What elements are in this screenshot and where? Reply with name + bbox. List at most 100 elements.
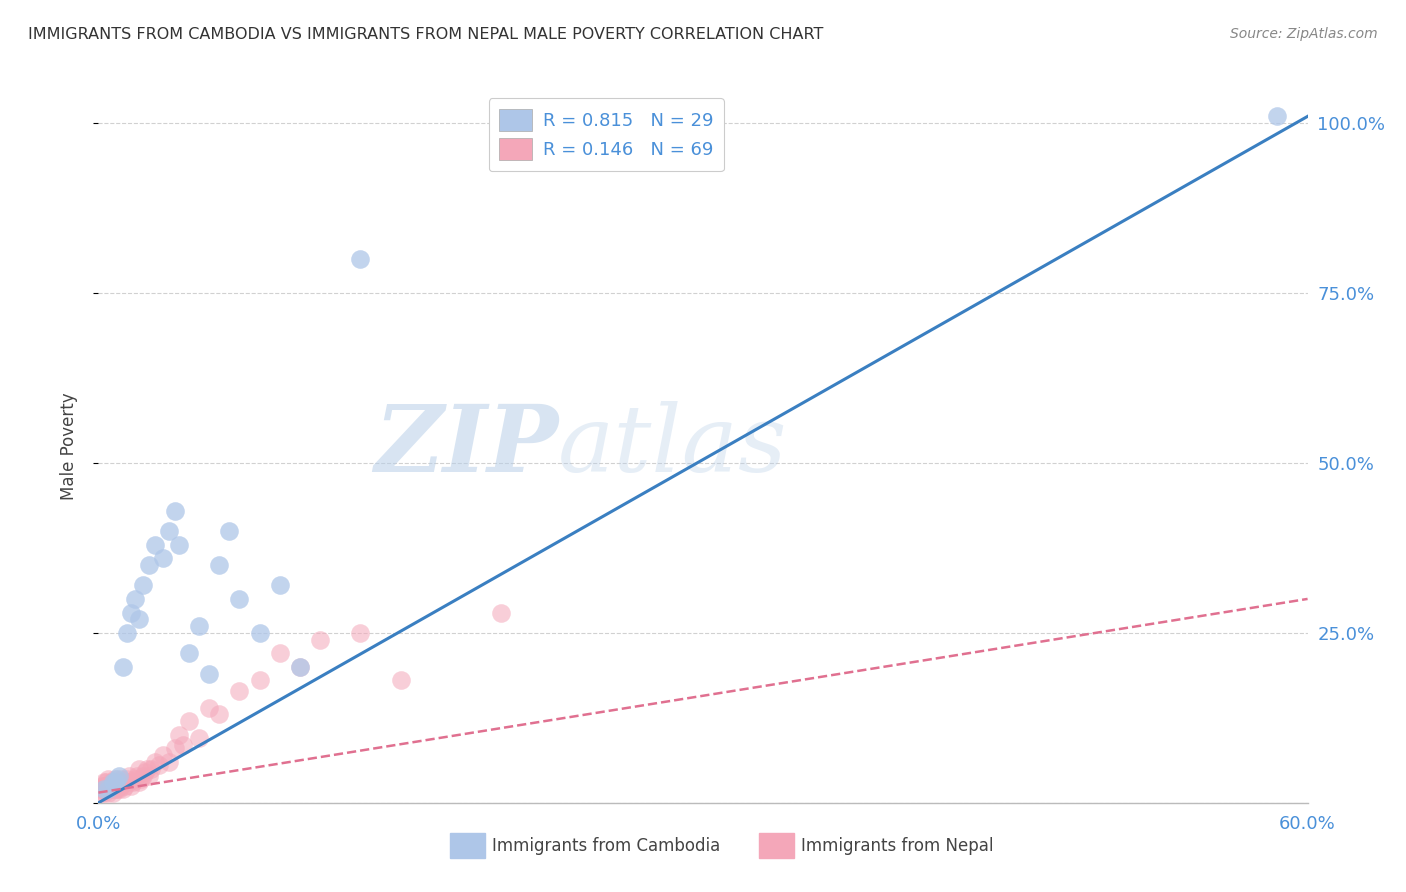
Point bbox=[249, 626, 271, 640]
Point bbox=[129, 772, 152, 786]
Point bbox=[91, 782, 114, 797]
Point bbox=[179, 714, 201, 729]
Point bbox=[288, 660, 311, 674]
Point bbox=[103, 772, 125, 786]
Point bbox=[163, 741, 186, 756]
Point bbox=[128, 612, 150, 626]
Point bbox=[107, 769, 129, 783]
Point bbox=[121, 775, 143, 789]
Point bbox=[167, 728, 190, 742]
Point bbox=[132, 578, 155, 592]
Point bbox=[118, 775, 141, 789]
Point bbox=[198, 666, 221, 681]
Point bbox=[135, 762, 157, 776]
Point bbox=[269, 578, 291, 592]
Point bbox=[120, 606, 142, 620]
Point bbox=[218, 524, 240, 538]
Point bbox=[157, 755, 180, 769]
Point bbox=[107, 782, 129, 797]
Text: ZIP: ZIP bbox=[374, 401, 558, 491]
Point bbox=[208, 707, 231, 722]
Text: Immigrants from Nepal: Immigrants from Nepal bbox=[801, 837, 994, 855]
Text: IMMIGRANTS FROM CAMBODIA VS IMMIGRANTS FROM NEPAL MALE POVERTY CORRELATION CHART: IMMIGRANTS FROM CAMBODIA VS IMMIGRANTS F… bbox=[28, 27, 824, 42]
Point bbox=[111, 660, 134, 674]
Point bbox=[110, 772, 132, 786]
Point bbox=[97, 782, 120, 797]
Point bbox=[139, 762, 162, 776]
Legend: R = 0.815   N = 29, R = 0.146   N = 69: R = 0.815 N = 29, R = 0.146 N = 69 bbox=[488, 98, 724, 171]
Point bbox=[157, 524, 180, 538]
Point bbox=[134, 765, 156, 780]
Point bbox=[132, 769, 155, 783]
Point bbox=[269, 646, 291, 660]
Point bbox=[91, 786, 114, 800]
Point bbox=[143, 755, 166, 769]
Point bbox=[288, 660, 311, 674]
Point bbox=[208, 558, 231, 572]
Point bbox=[93, 775, 115, 789]
Point bbox=[97, 779, 120, 793]
Point bbox=[128, 775, 150, 789]
Point bbox=[163, 503, 186, 517]
Point bbox=[100, 779, 122, 793]
Text: atlas: atlas bbox=[558, 401, 787, 491]
Point bbox=[97, 772, 120, 786]
Point bbox=[349, 252, 371, 266]
Point bbox=[100, 775, 122, 789]
Y-axis label: Male Poverty: Male Poverty bbox=[59, 392, 77, 500]
Point bbox=[179, 646, 201, 660]
Point bbox=[115, 626, 138, 640]
Point bbox=[124, 772, 146, 786]
Text: Source: ZipAtlas.com: Source: ZipAtlas.com bbox=[1230, 27, 1378, 41]
Point bbox=[96, 782, 118, 797]
Point bbox=[228, 683, 250, 698]
Point bbox=[349, 626, 371, 640]
Point bbox=[124, 591, 146, 606]
Point bbox=[309, 632, 332, 647]
Text: Immigrants from Cambodia: Immigrants from Cambodia bbox=[492, 837, 720, 855]
Point bbox=[97, 786, 120, 800]
Point bbox=[120, 779, 142, 793]
Point bbox=[101, 779, 124, 793]
Point bbox=[167, 537, 190, 551]
Point bbox=[152, 551, 174, 566]
Point bbox=[198, 700, 221, 714]
Point bbox=[96, 779, 118, 793]
Point bbox=[111, 775, 134, 789]
Point bbox=[128, 762, 150, 776]
Point bbox=[188, 731, 211, 746]
Point bbox=[148, 758, 170, 772]
Point bbox=[103, 779, 125, 793]
Point bbox=[107, 775, 129, 789]
Point bbox=[389, 673, 412, 688]
Point bbox=[97, 782, 120, 797]
Point bbox=[101, 786, 124, 800]
Point bbox=[138, 769, 160, 783]
Point bbox=[118, 769, 141, 783]
Point bbox=[93, 782, 115, 797]
Point bbox=[228, 591, 250, 606]
Point bbox=[96, 775, 118, 789]
Point bbox=[125, 769, 148, 783]
Point bbox=[491, 606, 513, 620]
Point bbox=[101, 775, 124, 789]
Point bbox=[249, 673, 271, 688]
Point bbox=[111, 782, 134, 797]
Point bbox=[103, 775, 125, 789]
Point bbox=[93, 779, 115, 793]
Point bbox=[91, 779, 114, 793]
Point bbox=[101, 782, 124, 797]
Point bbox=[188, 619, 211, 633]
Point bbox=[143, 537, 166, 551]
Point bbox=[89, 782, 111, 797]
Point bbox=[105, 782, 128, 797]
Point bbox=[93, 786, 115, 800]
Point bbox=[93, 782, 115, 797]
Point bbox=[114, 779, 136, 793]
Point bbox=[107, 779, 129, 793]
Point bbox=[105, 772, 128, 786]
Point bbox=[115, 772, 138, 786]
Point bbox=[1267, 109, 1289, 123]
Point bbox=[152, 748, 174, 763]
Point bbox=[138, 558, 160, 572]
